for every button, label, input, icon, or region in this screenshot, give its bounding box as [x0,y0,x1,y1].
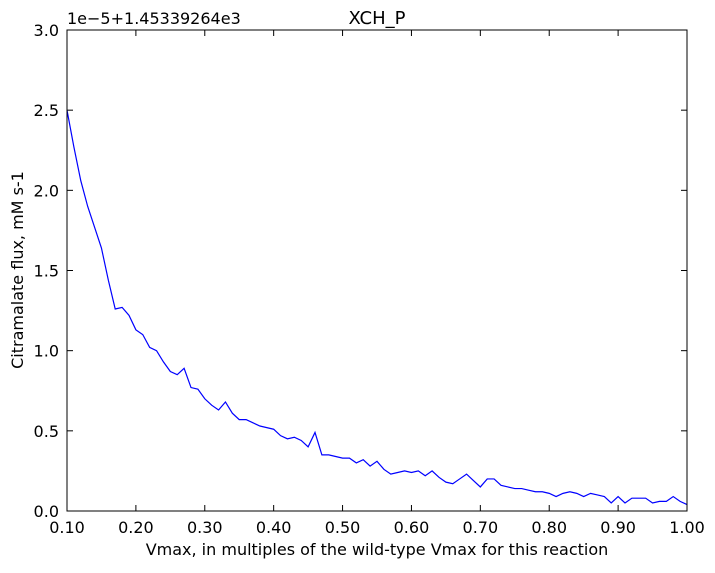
y-tick-label: 3.0 [34,21,59,40]
x-tick-label: 0.20 [118,518,154,537]
x-tick-label: 0.10 [49,518,85,537]
x-tick-label: 1.00 [669,518,705,537]
y-tick-label: 0.5 [34,422,59,441]
x-tick-label: 0.60 [394,518,430,537]
x-tick-label: 0.90 [600,518,636,537]
x-tick-label: 0.70 [463,518,499,537]
x-tick-label: 0.40 [256,518,292,537]
y-tick-label: 2.0 [34,181,59,200]
data-line [66,110,688,506]
x-tick-label: 0.30 [187,518,223,537]
offset-text: 1e−5+1.45339264e3 [67,9,241,28]
x-axis-label: Vmax, in multiples of the wild-type Vmax… [146,540,609,559]
chart-title: XCH_P [349,8,406,29]
plot-frame [66,29,688,512]
y-tick-label: 1.0 [34,342,59,361]
x-tick-label: 0.80 [531,518,567,537]
x-tick-label: 0.50 [325,518,361,537]
y-axis-label: Citramalate flux, mM s-1 [8,171,27,369]
y-tick-label: 1.5 [34,262,59,281]
y-tick-label: 2.5 [34,101,59,120]
y-tick-label: 0.0 [34,502,59,521]
